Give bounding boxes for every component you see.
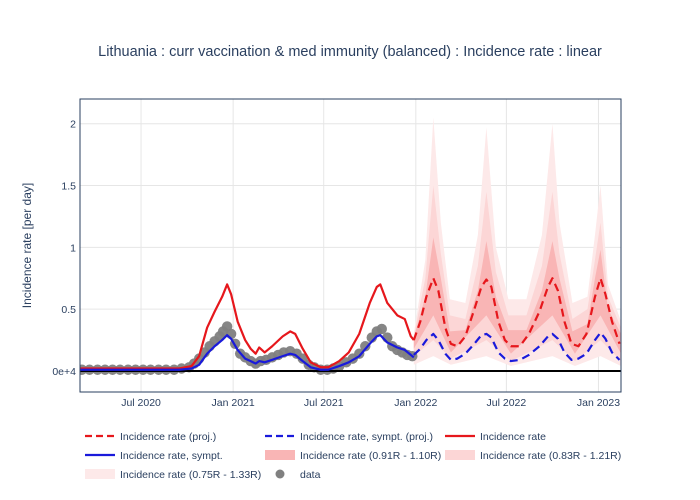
legend-item[interactable]: Incidence rate (0.83R - 1.21R) [445, 450, 621, 462]
y-tick-label: 0e+4 [52, 366, 76, 378]
legend-label: Incidence rate, sympt. (proj.) [300, 431, 433, 443]
x-tick-label: Jul 2022 [487, 397, 527, 409]
axes: Jul 2020 Jan 2021 Jul 2021 Jan 2022 Jul 2022… [20, 98, 622, 409]
x-tick-label: Jan 2023 [577, 397, 620, 409]
series-incidence-rate-proj- [412, 277, 621, 348]
y-tick-label: 2 [70, 119, 76, 131]
band-incidence-rate-0-91r-1-10r- [413, 237, 621, 354]
legend-swatch [265, 450, 295, 460]
legend[interactable]: Incidence rate (proj.) Incidence rate, sy… [85, 431, 621, 481]
plot-area [80, 117, 621, 375]
legend-marker [275, 469, 285, 479]
plot-frame [79, 98, 622, 393]
data-point [354, 348, 365, 359]
data-point [360, 341, 371, 352]
legend-item[interactable]: Incidence rate, sympt. [85, 450, 223, 462]
legend-label: Incidence rate (0.83R - 1.21R) [480, 450, 621, 462]
legend-label: Incidence rate (0.91R - 1.10R) [300, 450, 441, 462]
x-tick-label: Jan 2022 [394, 397, 437, 409]
legend-item[interactable]: Incidence rate (proj.) [85, 431, 216, 443]
y-axis-label: Incidence rate [per day] [20, 183, 34, 308]
x-tick-label: Jul 2021 [304, 397, 344, 409]
data-point [376, 323, 387, 335]
legend-label: Incidence rate [480, 431, 546, 443]
y-tick-label: 1 [70, 242, 76, 254]
legend-item[interactable]: data [275, 469, 321, 481]
legend-swatch [445, 450, 475, 460]
legend-label: Incidence rate (0.75R - 1.33R) [120, 469, 261, 481]
series-incidence-rate-sympt-proj- [413, 331, 621, 363]
legend-swatch [85, 469, 115, 479]
band-incidence-rate-0-83r-1-21r- [413, 185, 621, 362]
legend-item[interactable]: Incidence rate (0.75R - 1.33R) [85, 469, 261, 481]
legend-label: Incidence rate, sympt. [120, 450, 223, 462]
series-incidence-rate [80, 283, 415, 370]
chart-title: Lithuania : curr vaccination & med immun… [98, 44, 602, 60]
legend-item[interactable]: Incidence rate, sympt. (proj.) [265, 431, 433, 443]
x-tick-label: Jan 2021 [212, 397, 255, 409]
series-incidence-rate-sympt- [80, 334, 415, 371]
legend-item[interactable]: Incidence rate (0.91R - 1.10R) [265, 450, 441, 462]
legend-label: Incidence rate (proj.) [120, 431, 216, 443]
legend-item[interactable]: Incidence rate [445, 431, 546, 443]
y-tick-label: 0.5 [61, 304, 76, 316]
x-tick-label: Jul 2020 [121, 397, 161, 409]
y-tick-label: 1.5 [61, 181, 76, 193]
legend-label: data [300, 469, 321, 481]
